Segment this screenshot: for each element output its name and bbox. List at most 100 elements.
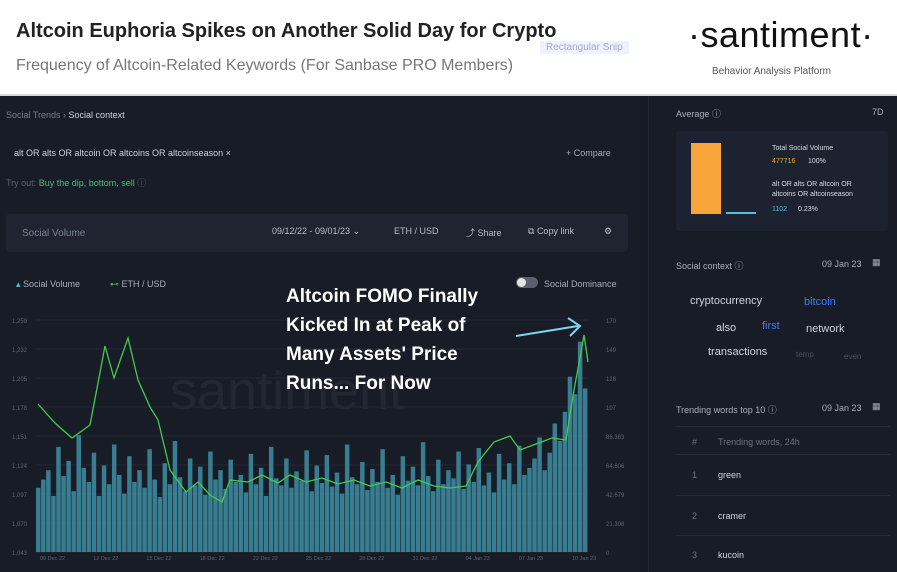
volume-bar: [319, 483, 325, 552]
legend-price-label: ETH / USD: [121, 279, 167, 289]
right-axis-ticks: 170 149 128 107 86.383 64.606 42.679 21.308 0: [606, 319, 625, 557]
volume-bar: [137, 470, 142, 552]
left-tick-label: 1,043: [12, 551, 28, 557]
volume-bar: [451, 478, 456, 552]
trending-rank: 2: [692, 511, 698, 521]
hash-icon: #: [692, 437, 698, 447]
x-tick-label: 31 Dec 22: [412, 556, 437, 562]
try-out-suggestions: Try out: Buy the dip, bottom, sell ⓘ: [6, 176, 146, 189]
volume-bar: [157, 497, 163, 552]
compare-button[interactable]: + Compare: [566, 148, 611, 158]
volume-bar: [334, 472, 340, 552]
close-icon[interactable]: ×: [225, 148, 231, 158]
line-icon: ⊷: [110, 279, 122, 289]
social-context-label: Social context ⓘ: [676, 259, 744, 272]
social-dominance-toggle[interactable]: [516, 277, 538, 288]
volume-bar: [517, 445, 522, 552]
share-icon: ⤴: [466, 228, 478, 238]
calendar-icon[interactable]: ▦: [872, 401, 881, 411]
volume-bar: [243, 492, 249, 552]
volume-bar: [263, 495, 269, 552]
context-word[interactable]: first: [762, 320, 780, 332]
volume-bar: [248, 453, 254, 552]
volume-bar: [446, 470, 451, 552]
date-range-picker[interactable]: 09/12/22 - 09/01/23 ⌄: [272, 226, 360, 237]
total-label: Total Social Volume: [772, 145, 834, 152]
date-range-label: 09/12/22 - 09/01/23: [272, 226, 351, 236]
x-tick-label: 25 Dec 22: [306, 556, 331, 562]
volume-bar: [61, 476, 66, 552]
volume-bar: [501, 479, 507, 552]
context-word[interactable]: even: [844, 352, 862, 361]
volume-bar: [208, 451, 213, 552]
volume-bar: [582, 388, 588, 552]
volume-bar: [552, 423, 558, 552]
context-word[interactable]: transactions: [708, 346, 768, 358]
volume-bar: [86, 481, 92, 552]
total-pct: 100%: [808, 158, 826, 165]
context-word[interactable]: bitcoin: [804, 296, 836, 308]
trending-row[interactable]: [676, 455, 890, 495]
left-tick-label: 1,232: [12, 348, 28, 354]
santiment-watermark: santiment: [170, 361, 405, 421]
breadcrumb-parent[interactable]: Social Trends: [6, 110, 61, 120]
volume-bar: [436, 459, 441, 552]
trending-word[interactable]: cramer: [718, 511, 747, 521]
social-context-date: 09 Jan 23: [822, 259, 862, 269]
snip-label: Rectangular Snip: [540, 41, 629, 54]
banner-subtitle: Frequency of Altcoin-Related Keywords (F…: [16, 57, 514, 74]
chart-toolbar: [6, 214, 628, 252]
volume-bar: [46, 470, 51, 552]
volume-bar: [66, 460, 71, 552]
query-input[interactable]: alt OR alts OR altcoin OR altcoins OR al…: [14, 148, 231, 158]
volume-bar: [385, 487, 390, 552]
volume-bar: [192, 485, 198, 552]
context-word[interactable]: also: [716, 322, 737, 334]
trending-label: Trending words top 10 ⓘ: [676, 403, 777, 416]
settings-icon[interactable]: ⚙: [604, 226, 613, 236]
copy-link-button[interactable]: ⧉ Copy link: [528, 226, 574, 237]
volume-bar: [117, 474, 122, 552]
context-word[interactable]: network: [806, 323, 845, 335]
volume-bar: [461, 488, 466, 552]
volume-bar: [572, 394, 578, 552]
volume-bar: [96, 495, 102, 552]
pair-selector[interactable]: ETH / USD: [394, 226, 439, 236]
try-out-links[interactable]: Buy the dip, bottom, sell: [38, 178, 135, 188]
trending-word[interactable]: green: [718, 470, 742, 480]
share-label: Share: [477, 228, 502, 238]
info-icon: ⓘ: [767, 405, 777, 415]
context-word[interactable]: temp: [796, 350, 814, 359]
volume-bar: [152, 479, 157, 552]
total-volume-bar: [691, 143, 721, 214]
legend-price[interactable]: ⊷ ETH / USD: [110, 279, 166, 290]
trending-rank: 1: [692, 470, 698, 480]
volume-bar: [299, 480, 304, 552]
x-tick-label: 28 Dec 22: [359, 556, 384, 562]
volume-bar: [476, 448, 482, 552]
period-selector[interactable]: 7D: [872, 107, 884, 117]
context-word[interactable]: cryptocurrency: [690, 295, 763, 307]
trending-word[interactable]: kucoin: [718, 550, 745, 560]
volume-bar: [425, 476, 431, 552]
left-tick-label: 1,178: [12, 406, 28, 412]
annotation-line-4: Runs... For Now: [286, 373, 431, 394]
chevron-down-icon: ⌄: [352, 226, 361, 236]
volume-bar: [284, 458, 289, 552]
volume-bar: [522, 474, 527, 552]
divider: [676, 426, 890, 427]
annotation-arrow: [515, 325, 579, 337]
calendar-icon[interactable]: ▦: [872, 257, 881, 267]
social-volume-chart[interactable]: 1,259 1,232 1,205 1,178 1,151 1,124 1,097 1,070…: [0, 290, 640, 572]
volume-bar: [375, 481, 380, 552]
volume-bar: [127, 456, 132, 552]
trending-rank: 3: [692, 550, 698, 560]
volume-bar: [132, 481, 137, 552]
volume-bar: [51, 495, 56, 552]
volume-bar: [258, 467, 264, 552]
share-button[interactable]: ⤴ Share: [466, 226, 502, 239]
legend-volume[interactable]: ▴ Social Volume: [16, 279, 80, 290]
volume-bar: [91, 452, 97, 552]
divider: [676, 454, 890, 455]
volume-bar: [481, 485, 487, 552]
